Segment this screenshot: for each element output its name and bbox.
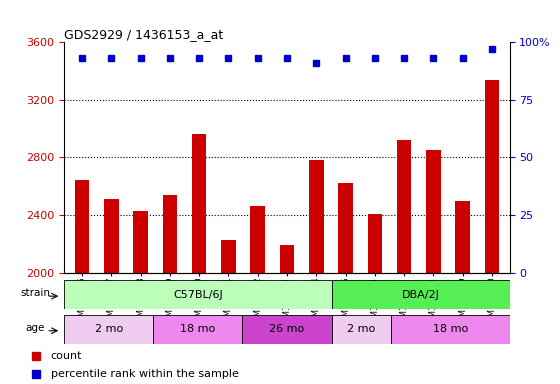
Text: DBA/2J: DBA/2J <box>402 290 440 300</box>
Text: 2 mo: 2 mo <box>347 324 375 334</box>
Bar <box>485 80 500 384</box>
Text: 26 mo: 26 mo <box>269 324 305 334</box>
Bar <box>309 161 324 384</box>
Bar <box>455 201 470 384</box>
Text: 2 mo: 2 mo <box>95 324 123 334</box>
Bar <box>426 150 441 384</box>
Bar <box>153 315 242 344</box>
Bar <box>332 315 391 344</box>
Bar <box>221 240 236 384</box>
Text: strain: strain <box>20 288 50 298</box>
Bar <box>397 140 412 384</box>
Bar <box>192 134 207 384</box>
Text: percentile rank within the sample: percentile rank within the sample <box>50 369 239 379</box>
Text: C57BL/6J: C57BL/6J <box>173 290 223 300</box>
Bar <box>250 207 265 384</box>
Bar <box>332 280 510 309</box>
Bar <box>367 214 382 384</box>
Text: age: age <box>26 323 45 333</box>
Text: 18 mo: 18 mo <box>433 324 468 334</box>
Bar <box>64 315 153 344</box>
Bar <box>279 245 295 384</box>
Text: 18 mo: 18 mo <box>180 324 216 334</box>
Text: GDS2929 / 1436153_a_at: GDS2929 / 1436153_a_at <box>64 28 223 41</box>
Bar <box>133 211 148 384</box>
Bar <box>391 315 510 344</box>
Bar <box>162 195 177 384</box>
Bar <box>338 184 353 384</box>
Bar <box>74 180 89 384</box>
Bar <box>64 280 332 309</box>
Text: count: count <box>50 351 82 361</box>
Bar <box>242 315 332 344</box>
Bar <box>104 199 119 384</box>
